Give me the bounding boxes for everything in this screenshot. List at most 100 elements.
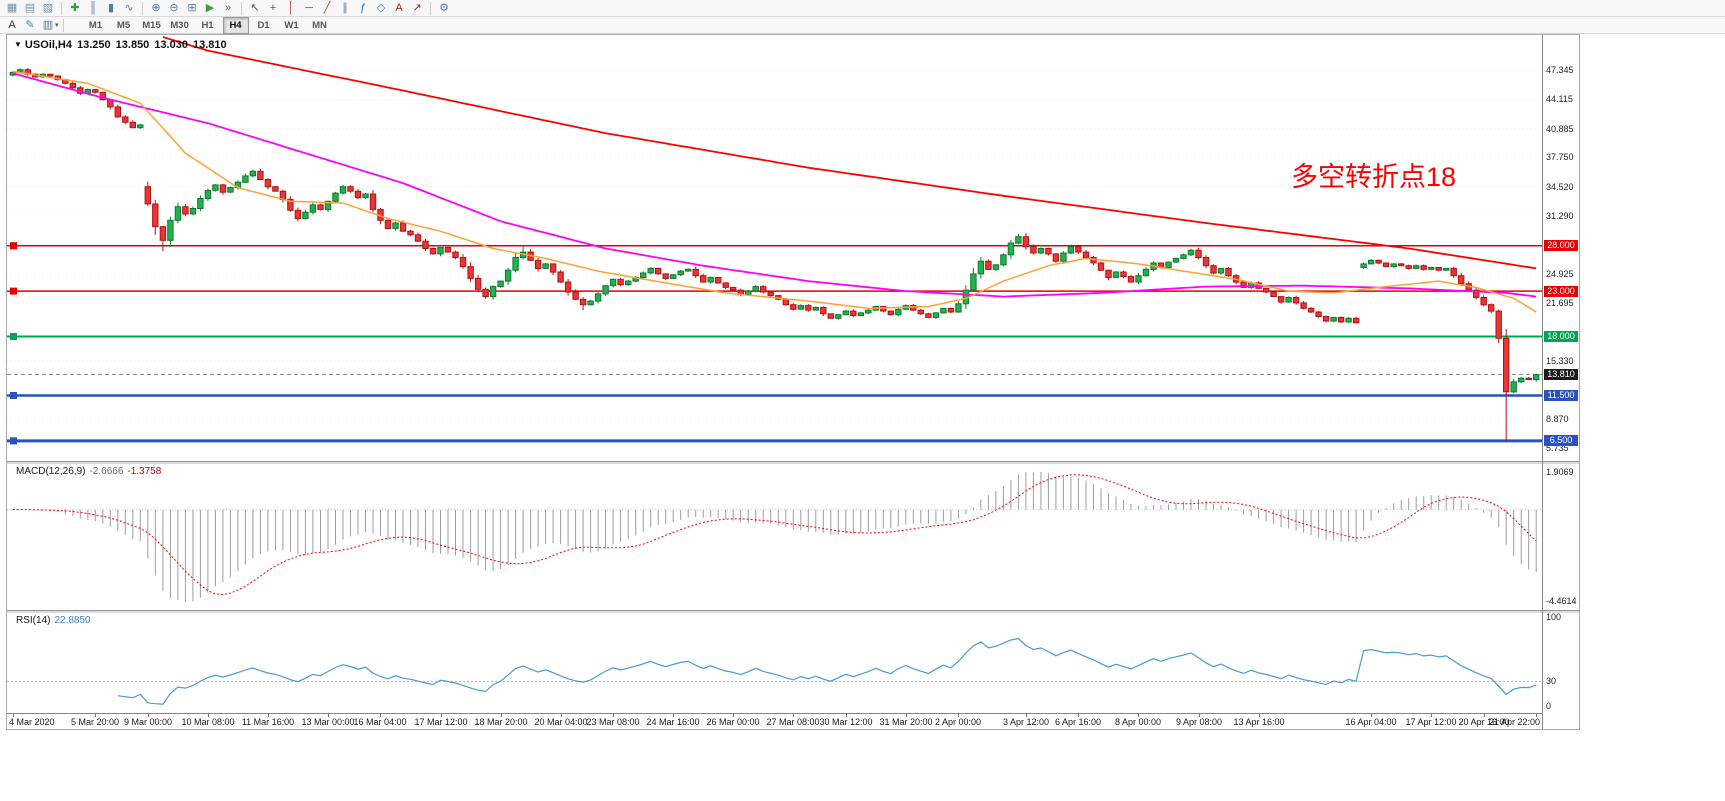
rsi-axis-label: 0 bbox=[1546, 701, 1552, 711]
indicators-icon[interactable]: ⚙ bbox=[439, 1, 449, 14]
draw-pencil-button[interactable]: ✎ bbox=[25, 18, 35, 31]
shapes-icon[interactable]: ◇ bbox=[376, 1, 386, 14]
price-axis[interactable]: 47.345 44.115 40.885 37.750 34.520 31.290 24.9… bbox=[1542, 35, 1579, 729]
line-handle[interactable] bbox=[10, 437, 17, 445]
chart-dropdown-caret[interactable]: ▼ bbox=[14, 40, 22, 49]
time-axis-label: 9 Apr 08:00 bbox=[1175, 717, 1223, 727]
timeframe-m5-button[interactable]: M5 bbox=[116, 19, 131, 31]
macd-axis-max: 1.9069 bbox=[1546, 467, 1574, 477]
time-axis-label: 17 Apr 12:00 bbox=[1405, 717, 1457, 727]
time-axis-label: 31 Mar 20:00 bbox=[879, 717, 933, 727]
timeframe-m15-button[interactable]: M15 bbox=[142, 19, 161, 31]
time-axis-label: 11 Mar 16:00 bbox=[241, 717, 295, 727]
horizontal-line-icon[interactable]: ─ bbox=[305, 1, 313, 14]
line-handle[interactable] bbox=[10, 391, 17, 399]
macd-panel-separator[interactable] bbox=[7, 461, 1579, 464]
time-axis-tick bbox=[1536, 714, 1537, 717]
time-axis-tick bbox=[958, 714, 959, 717]
new-order-icon[interactable]: ✚ bbox=[70, 1, 80, 14]
styles-dropdown-button-caret-icon[interactable]: ▾ bbox=[55, 22, 59, 29]
time-axis-tick bbox=[501, 714, 502, 717]
time-axis-tick bbox=[1138, 714, 1139, 717]
timeframe-m1-button[interactable]: M1 bbox=[88, 19, 103, 31]
rsi-axis-label: 30 bbox=[1546, 676, 1557, 686]
price-axis-label: 34.520 bbox=[1546, 181, 1574, 192]
chart-profiles-icon[interactable]: ▧ bbox=[42, 1, 54, 14]
timeframe-d1-button[interactable]: D1 bbox=[257, 19, 270, 31]
rsi-panel-canvas[interactable] bbox=[7, 613, 1542, 713]
timeframe-group: M1 M5 M15 M30 H1 H4 D1 W1 MN bbox=[82, 16, 334, 34]
time-axis-label: 17 Mar 12:00 bbox=[414, 717, 468, 727]
time-axis-label: 13 Mar 00:00 bbox=[301, 717, 355, 727]
timeframe-h4-button[interactable]: H4 bbox=[222, 16, 249, 34]
bar-chart-icon[interactable]: ║ bbox=[89, 1, 97, 14]
line-handle[interactable] bbox=[10, 287, 17, 295]
cursor-icon[interactable]: ↖ bbox=[250, 1, 260, 14]
arrow-tool-icon[interactable]: ↗ bbox=[412, 1, 422, 14]
time-axis-tick bbox=[328, 714, 329, 717]
main-chart-canvas[interactable] bbox=[7, 35, 1542, 461]
time-axis-label: 23 Mar 08:00 bbox=[586, 717, 640, 727]
price-axis-label: 40.885 bbox=[1546, 123, 1574, 134]
standard-toolbar: ▦ ▤ ▧ ✚ ║ ▮ ∿ ⊕ ⊖ ⊞ ▶ » ↖ + │ ─ ╱ ∥ ƒ ◇ A ↗ ⚙ bbox=[0, 0, 1725, 17]
macd-indicator-label: MACD(12,26,9) -2.6666 -1.3758 bbox=[16, 466, 161, 477]
vertical-line-icon[interactable]: │ bbox=[287, 1, 295, 14]
rsi-panel-separator[interactable] bbox=[7, 610, 1579, 613]
ohlc-high: 13.850 bbox=[115, 39, 150, 51]
time-axis-label: 18 Mar 20:00 bbox=[474, 717, 528, 727]
channel-icon[interactable]: ∥ bbox=[342, 1, 348, 14]
candlestick-chart-icon[interactable]: ▮ bbox=[107, 1, 115, 14]
macd-signal-value: -1.3758 bbox=[127, 466, 162, 477]
timeframe-mn-button[interactable]: MN bbox=[312, 19, 327, 31]
price-axis-label: 31.290 bbox=[1546, 210, 1574, 221]
objects-a-button[interactable]: A bbox=[8, 18, 16, 31]
price-axis-label: 5.735 bbox=[1546, 442, 1569, 453]
rsi-value: 22.8850 bbox=[54, 615, 91, 626]
crosshair-icon[interactable]: + bbox=[269, 1, 277, 14]
rsi-line bbox=[117, 637, 1537, 705]
time-axis-tick bbox=[1259, 714, 1260, 717]
time-axis-tick bbox=[148, 714, 149, 717]
new-chart-icon[interactable]: ▤ bbox=[24, 1, 36, 14]
line-chart-icon[interactable]: ∿ bbox=[124, 1, 134, 14]
time-axis-label: 27 Mar 08:00 bbox=[766, 717, 820, 727]
time-axis-tick bbox=[1484, 714, 1485, 717]
time-axis-tick bbox=[268, 714, 269, 717]
line-handle[interactable] bbox=[10, 332, 17, 340]
time-axis-tick bbox=[1199, 714, 1200, 717]
trendline-icon[interactable]: ╱ bbox=[323, 1, 331, 14]
text-icon[interactable]: A bbox=[395, 1, 403, 14]
styles-dropdown-button[interactable]: ▥ bbox=[42, 18, 54, 31]
macd-panel-canvas[interactable] bbox=[7, 464, 1542, 610]
price-axis-label: 47.345 bbox=[1546, 65, 1574, 76]
rsi-indicator-label: RSI(14) 22.8850 bbox=[16, 615, 91, 626]
timeframe-m30-button[interactable]: M30 bbox=[170, 19, 189, 31]
chart-annotation-text[interactable]: 多空转折点18 bbox=[1291, 162, 1457, 192]
time-axis-label: 20 Mar 04:00 bbox=[534, 717, 588, 727]
timeframe-w1-button[interactable]: W1 bbox=[284, 19, 299, 31]
time-axis-label: 16 Mar 04:00 bbox=[353, 717, 407, 727]
time-axis-tick bbox=[208, 714, 209, 717]
toolbar-separator bbox=[62, 18, 64, 32]
time-axis-label: 26 Mar 00:00 bbox=[706, 717, 760, 727]
timeframe-h1-button[interactable]: H1 bbox=[201, 19, 214, 31]
macd-axis-min: -4.4614 bbox=[1546, 596, 1577, 606]
price-badge: 6.500 bbox=[1544, 435, 1578, 447]
time-axis-tick bbox=[733, 714, 734, 717]
time-axis[interactable]: 4 Mar 2020 5 Mar 20:00 9 Mar 00:00 10 Mar 0… bbox=[7, 713, 1542, 730]
time-axis-label: 16 Apr 04:00 bbox=[1345, 717, 1397, 727]
line-handle[interactable] bbox=[10, 242, 17, 250]
auto-scroll-icon[interactable]: ▶ bbox=[205, 1, 215, 14]
price-axis-label: 24.925 bbox=[1546, 268, 1574, 279]
tile-windows-icon[interactable]: ⊞ bbox=[187, 1, 197, 14]
macd-label-text: MACD(12,26,9) bbox=[16, 466, 86, 477]
time-axis-tick bbox=[673, 714, 674, 717]
fibonacci-icon[interactable]: ƒ bbox=[359, 1, 367, 14]
price-axis-label: 44.115 bbox=[1546, 94, 1573, 105]
zoom-in-icon[interactable]: ⊕ bbox=[151, 1, 161, 14]
zoom-out-icon[interactable]: ⊖ bbox=[169, 1, 179, 14]
chart-shift-icon[interactable]: » bbox=[224, 1, 232, 14]
toolbars-icon[interactable]: ▦ bbox=[6, 1, 18, 14]
ma-fast-orange bbox=[12, 70, 1537, 313]
time-axis-tick bbox=[846, 714, 847, 717]
